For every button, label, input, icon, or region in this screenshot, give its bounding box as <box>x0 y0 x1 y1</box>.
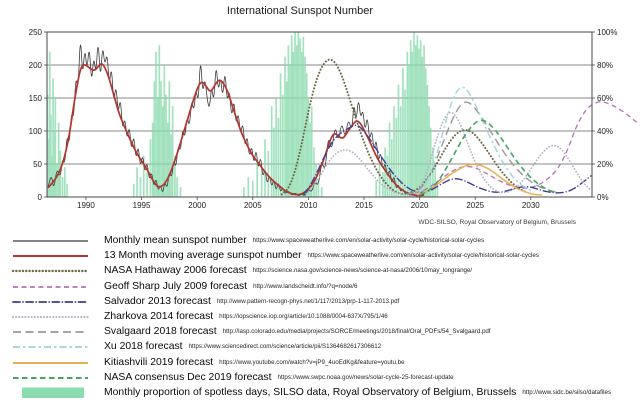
svg-text:2010: 2010 <box>299 201 317 210</box>
legend-url: https://www.youtube.com/watch?v=jP9_4uoE… <box>219 358 405 366</box>
legend-swatch-area <box>22 387 84 398</box>
series-monthly_mean-line <box>47 44 426 197</box>
svg-text:2015: 2015 <box>355 201 373 210</box>
chart-title: International Sunspot Number <box>226 5 374 17</box>
legend-label: Svalgaard 2018 forecast <box>104 326 217 338</box>
legend-item-hathaway: NASA Hathaway 2006 forecast https://scien… <box>0 263 640 278</box>
svg-text:2005: 2005 <box>244 201 262 210</box>
svg-text:100%: 100% <box>597 28 617 37</box>
legend-url: http://lasp.colorado.edu/media/projects/… <box>222 328 491 336</box>
legend-url: http://www.pattern-recogn-phys.net/1/117… <box>216 297 400 305</box>
svg-text:60%: 60% <box>597 94 613 103</box>
series-sharp-line <box>415 101 639 194</box>
legend-label: Kitiashvili 2019 forecast <box>104 356 214 368</box>
legend-item-salvador: Salvador 2013 forecast http://www.pattern… <box>0 294 640 309</box>
series-zharkova-line <box>305 111 591 196</box>
legend-url: https://www.sciencedirect.com/science/ar… <box>188 343 382 351</box>
legend-swatch-line <box>13 346 88 349</box>
plot-frame <box>46 31 593 198</box>
legend-label: 13 Month moving average sunspot number <box>104 250 302 262</box>
svg-text:250: 250 <box>29 28 43 37</box>
legend-item-smoothed: 13 Month moving average sunspot number ht… <box>0 248 640 263</box>
legend-item-sharp: Geoff Sharp July 2009 forecast http://www… <box>0 279 640 294</box>
legend-swatch-line <box>11 315 90 319</box>
legend-url: https://iopscience.iop.org/article/10.10… <box>219 313 388 321</box>
svg-text:1990: 1990 <box>77 201 95 210</box>
svg-text:200: 200 <box>29 61 43 70</box>
legend-url: https://www.spaceweatherlive.com/en/sola… <box>307 252 539 260</box>
svg-text:100: 100 <box>29 127 43 136</box>
svg-text:150: 150 <box>29 94 43 103</box>
legend-label: Xu 2018 forecast <box>104 341 183 353</box>
series-svalgaard-line <box>406 101 558 196</box>
svg-text:2025: 2025 <box>466 201 484 210</box>
legend-label: Geoff Sharp July 2009 forecast <box>104 280 248 292</box>
legend-swatch-line <box>13 361 88 364</box>
series-smoothed-line <box>47 63 425 197</box>
legend-label: Zharkova 2014 forecast <box>104 311 214 323</box>
legend-swatch-line <box>13 255 88 258</box>
svg-text:0: 0 <box>38 193 43 202</box>
legend-swatch-line <box>13 285 88 288</box>
legend-swatch-line <box>13 331 88 334</box>
legend-label: NASA consensus Dec 2019 forecast <box>104 371 272 383</box>
legend-item-monthly_mean: Monthly mean sunspot number https://www.s… <box>0 233 640 248</box>
svg-text:0%: 0% <box>597 193 609 202</box>
legend-url: https://www.spaceweatherlive.com/en/sola… <box>252 237 485 245</box>
svg-text:2020: 2020 <box>411 201 429 210</box>
legend-label: NASA Hathaway 2006 forecast <box>104 265 247 277</box>
legend-swatch-line <box>13 376 88 379</box>
legend-label: Salvador 2013 forecast <box>104 295 211 307</box>
legend-swatch-line <box>12 300 89 303</box>
legend-item-kitiashvili: Kitiashvili 2019 forecast https://www.you… <box>0 355 640 370</box>
svg-text:1995: 1995 <box>133 201 151 210</box>
svg-text:2000: 2000 <box>188 201 206 210</box>
series-kitiashvili-line <box>417 163 542 196</box>
axis-labels: 0 50 100 150 200 250 0% 20% 40% 60% 80% 100% 1990 199… <box>29 28 618 210</box>
svg-text:50: 50 <box>33 160 42 169</box>
svg-text:80%: 80% <box>597 61 613 70</box>
legend-url: http://www.landscheidt.info/?q=node/6 <box>253 282 358 290</box>
legend-item-svalgaard: Svalgaard 2018 forecast http://lasp.color… <box>0 324 640 339</box>
legend-label: Monthly proportion of spotless days, SIL… <box>104 386 517 398</box>
chart-plot: 0 50 100 150 200 250 0% 20% 40% 60% 80% 100% 1990 199… <box>29 28 639 210</box>
series-salvador-line <box>303 124 592 196</box>
legend-item-zharkova: Zharkova 2014 forecast https://iopscience… <box>0 309 640 324</box>
gridlines <box>47 31 592 165</box>
legend-url: https://science.nasa.gov/science-news/sc… <box>252 267 473 275</box>
legend-label: Monthly mean sunspot number <box>104 235 247 247</box>
series-hathaway-line <box>280 58 528 196</box>
svg-text:2030: 2030 <box>522 201 540 210</box>
legend-item-consensus: NASA consensus Dec 2019 forecast https://… <box>0 370 640 385</box>
svg-text:40%: 40% <box>597 127 613 136</box>
svg-text:20%: 20% <box>597 160 613 169</box>
legend-url: http://www.sidc.be/silso/datafiles <box>522 388 612 396</box>
legend-item-spotless: Monthly proportion of spotless days, SIL… <box>0 385 640 400</box>
series-consensus-line <box>419 119 558 196</box>
legend-url: https://www.swpc.noaa.gov/news/solar-cyc… <box>277 373 454 381</box>
series-xu-line <box>416 86 534 195</box>
legend-item-xu: Xu 2018 forecast https://www.sciencedirec… <box>0 339 640 354</box>
chart-legend: Monthly mean sunspot number https://www.s… <box>0 233 640 400</box>
chart-attribution: WDC-SILSO, Royal Observatory of Belgium,… <box>418 219 576 226</box>
legend-swatch-line <box>11 270 90 273</box>
legend-swatch-line <box>13 240 88 242</box>
